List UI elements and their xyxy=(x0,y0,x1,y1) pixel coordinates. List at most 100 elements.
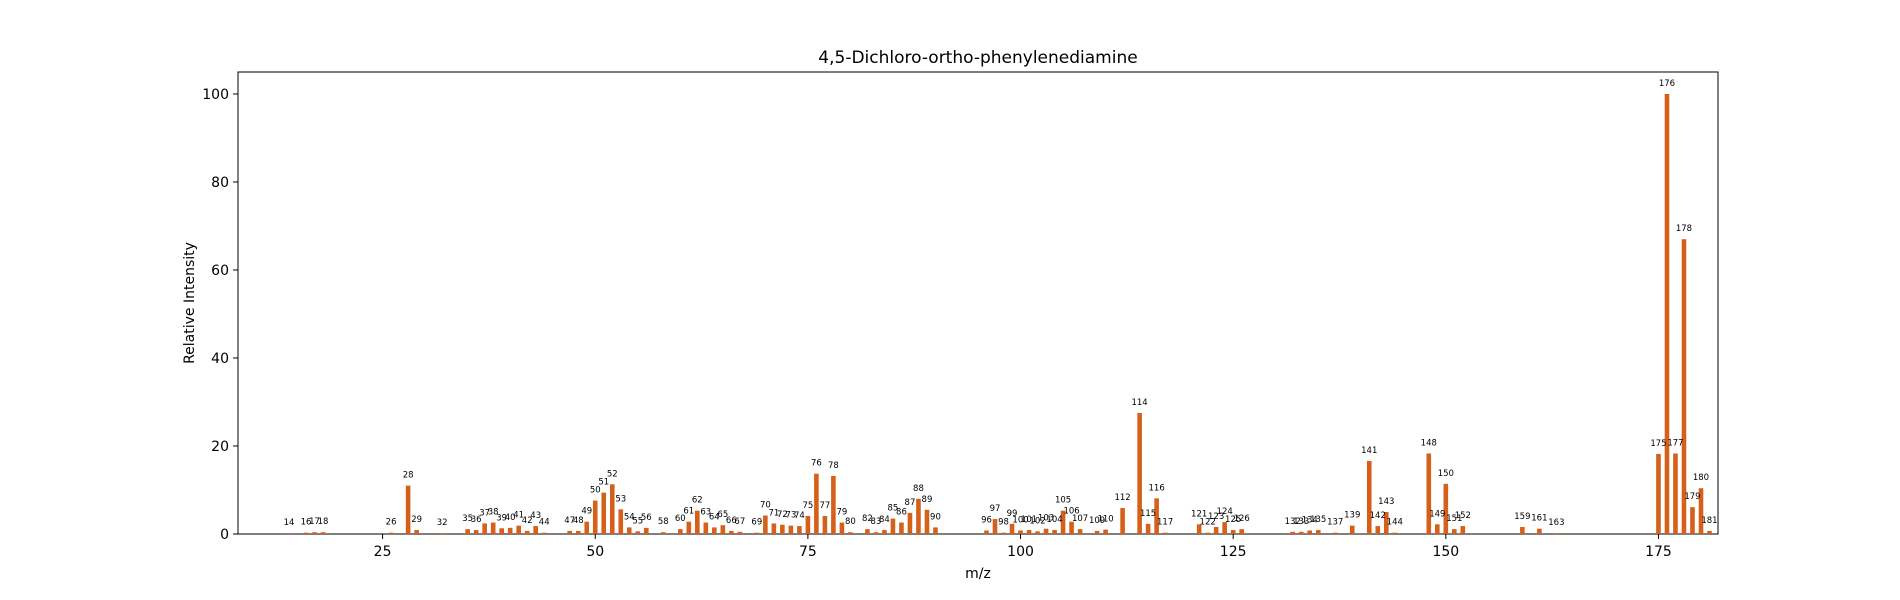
bar-mz-181 xyxy=(1707,530,1712,534)
data-label-mz-47: 47 xyxy=(564,516,575,526)
data-label-mz-51: 51 xyxy=(598,478,609,488)
bar-mz-105 xyxy=(1060,510,1066,534)
bar-mz-55 xyxy=(635,531,641,534)
data-label-mz-66: 66 xyxy=(726,516,737,526)
data-label-mz-161: 161 xyxy=(1531,514,1547,524)
data-label-mz-83: 83 xyxy=(871,517,882,527)
bar-mz-37 xyxy=(482,523,487,534)
data-label-mz-114: 114 xyxy=(1131,398,1147,408)
bar-mz-132 xyxy=(1290,531,1296,534)
bar-mz-101 xyxy=(1026,530,1032,534)
x-tick-label-150: 150 xyxy=(1432,544,1459,560)
x-axis: 25 50 75 100 125 150 175 xyxy=(374,534,1672,560)
bar-mz-16 xyxy=(303,532,309,534)
data-label-mz-141: 141 xyxy=(1361,446,1377,456)
bar-mz-86 xyxy=(899,522,904,534)
bar-mz-88 xyxy=(916,498,921,534)
data-label-mz-37: 37 xyxy=(479,508,490,518)
data-label-mz-105: 105 xyxy=(1055,496,1071,506)
data-label-mz-85: 85 xyxy=(888,504,899,514)
data-label-mz-16: 16 xyxy=(301,518,312,528)
bar-mz-76 xyxy=(814,473,819,534)
bar-mz-83 xyxy=(873,532,879,534)
bar-mz-139 xyxy=(1349,525,1355,534)
bar-mz-106 xyxy=(1069,521,1074,534)
bar-mz-72 xyxy=(780,524,785,534)
data-label-mz-39: 39 xyxy=(496,513,507,523)
data-label-mz-100: 100 xyxy=(1012,515,1028,525)
data-label-mz-137: 137 xyxy=(1327,518,1343,528)
bar-mz-50 xyxy=(592,500,598,534)
bar-mz-66 xyxy=(729,530,734,534)
bar-mz-26 xyxy=(388,532,394,534)
bar-mz-96 xyxy=(984,530,989,534)
x-tick-label-50: 50 xyxy=(586,544,604,560)
data-label-mz-181: 181 xyxy=(1701,516,1717,526)
bar-mz-151 xyxy=(1452,529,1457,534)
bar-mz-117 xyxy=(1162,532,1168,534)
data-label-mz-121: 121 xyxy=(1191,509,1207,519)
bar-mz-142 xyxy=(1375,526,1381,534)
data-label-mz-44: 44 xyxy=(539,518,550,528)
data-label-mz-40: 40 xyxy=(505,513,516,523)
bar-mz-125 xyxy=(1230,530,1236,534)
data-label-mz-151: 151 xyxy=(1446,514,1462,524)
data-label-mz-179: 179 xyxy=(1684,492,1700,502)
data-label-mz-70: 70 xyxy=(760,501,771,511)
data-label-mz-87: 87 xyxy=(905,498,916,508)
data-label-mz-142: 142 xyxy=(1370,511,1386,521)
data-label-mz-117: 117 xyxy=(1157,518,1173,528)
bar-mz-104 xyxy=(1052,530,1057,534)
bar-mz-126 xyxy=(1239,529,1244,534)
bar-mz-17 xyxy=(312,532,317,534)
data-label-mz-78: 78 xyxy=(828,461,839,471)
bar-mz-152 xyxy=(1460,526,1466,534)
bar-mz-107 xyxy=(1077,529,1083,534)
data-label-mz-28: 28 xyxy=(403,471,414,481)
bar-mz-102 xyxy=(1035,531,1040,534)
data-label-mz-26: 26 xyxy=(386,518,397,528)
data-label-mz-150: 150 xyxy=(1438,469,1454,479)
data-label-mz-58: 58 xyxy=(658,517,669,527)
data-label-mz-52: 52 xyxy=(607,469,618,479)
bar-mz-67 xyxy=(737,531,743,534)
data-label-mz-88: 88 xyxy=(913,484,924,494)
bar-mz-79 xyxy=(839,522,845,534)
data-label-mz-89: 89 xyxy=(922,495,933,505)
data-label-mz-104: 104 xyxy=(1046,515,1062,525)
bar-mz-71 xyxy=(771,523,777,534)
bar-mz-163 xyxy=(1554,533,1559,534)
data-label-mz-32: 32 xyxy=(437,518,448,528)
data-label-mz-116: 116 xyxy=(1149,483,1165,493)
data-label-mz-101: 101 xyxy=(1021,515,1037,525)
data-label-mz-80: 80 xyxy=(845,517,856,527)
bar-mz-29 xyxy=(414,530,419,534)
bar-mz-175 xyxy=(1656,453,1661,534)
data-label-mz-76: 76 xyxy=(811,459,822,469)
data-label-mz-49: 49 xyxy=(581,507,592,517)
data-label-mz-106: 106 xyxy=(1063,507,1079,517)
data-label-mz-82: 82 xyxy=(862,514,873,524)
x-tick-label-125: 125 xyxy=(1220,544,1247,560)
bar-mz-110 xyxy=(1103,529,1108,534)
bar-mz-148 xyxy=(1426,453,1432,534)
data-label-mz-67: 67 xyxy=(734,517,745,527)
bar-mz-123 xyxy=(1213,526,1219,534)
bar-mz-112 xyxy=(1120,508,1125,534)
bar-mz-36 xyxy=(473,530,479,534)
bar-mz-98 xyxy=(1001,532,1006,534)
data-label-mz-62: 62 xyxy=(692,496,703,506)
bar-mz-82 xyxy=(865,529,870,534)
data-label-mz-74: 74 xyxy=(794,511,805,521)
data-label-mz-149: 149 xyxy=(1429,509,1445,519)
data-label-mz-123: 123 xyxy=(1208,512,1224,522)
data-label-mz-107: 107 xyxy=(1072,514,1088,524)
data-label-mz-124: 124 xyxy=(1217,507,1233,517)
bar-mz-39 xyxy=(499,528,504,534)
plot-area-frame xyxy=(237,71,1719,535)
data-label-mz-180: 180 xyxy=(1693,473,1709,483)
data-label-mz-96: 96 xyxy=(981,515,992,525)
bar-mz-143 xyxy=(1383,512,1389,534)
bar-mz-52 xyxy=(609,484,615,534)
